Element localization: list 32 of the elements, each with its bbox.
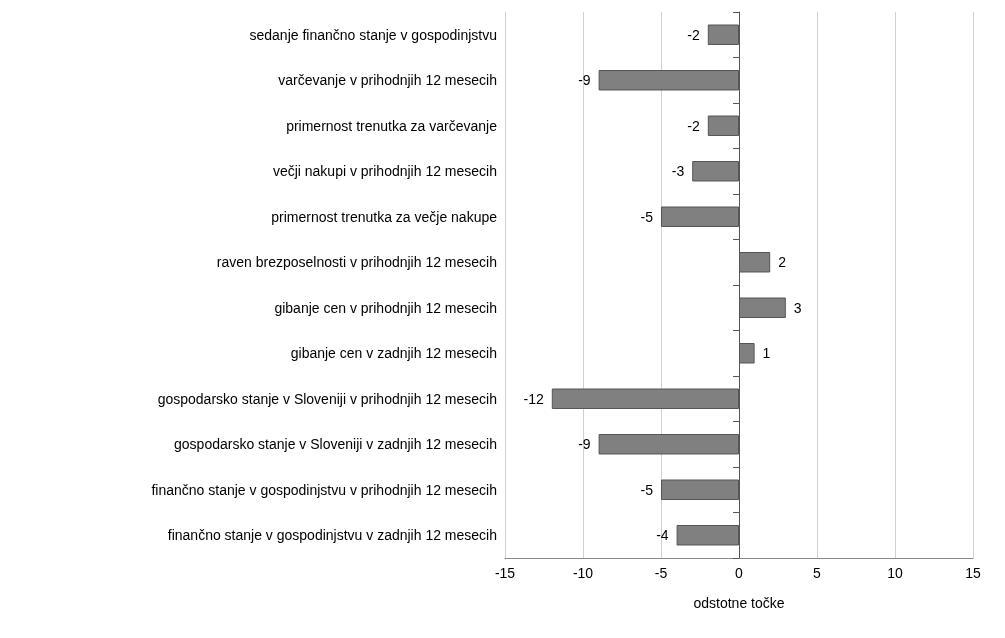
data-label: 3 (793, 299, 802, 316)
data-label: -2 (687, 117, 701, 134)
x-tick-label: 5 (813, 565, 822, 581)
y-tick-label: večji nakupi v prihodnjih 12 mesecih (272, 163, 497, 180)
data-label: -3 (671, 163, 685, 180)
y-tick-label: gospodarsko stanje v Sloveniji v zadnjih 12 mesecih (174, 436, 497, 453)
y-tick-label: gibanje cen v zadnjih 12 mesecih (290, 345, 497, 362)
data-label: 1 (762, 345, 771, 362)
data-label: -4 (656, 527, 669, 544)
x-tick-label: 0 (735, 565, 744, 581)
data-label: -9 (578, 72, 591, 89)
y-tick-label: gibanje cen v prihodnjih 12 mesecih (274, 299, 497, 316)
data-label: -12 (523, 390, 545, 407)
x-tick-label: -5 (654, 565, 668, 581)
y-tick-label: finančno stanje v gospodinjstvu v zadnjih 12 mesecih (167, 527, 497, 544)
y-tick-label: primernost trenutka za varčevanje (286, 117, 498, 134)
y-tick-label: finančno stanje v gospodinjstvu v prihodnjih 12 mesecih (151, 481, 497, 498)
data-label: -2 (687, 26, 701, 43)
y-tick-label: sedanje finančno stanje v gospodinjstvu (249, 26, 497, 43)
x-tick-label: 15 (965, 565, 981, 581)
y-tick-label: primernost trenutka za večje nakupe (271, 208, 498, 225)
x-tick-label: -15 (494, 565, 516, 581)
data-label: -5 (640, 481, 654, 498)
y-tick-label: raven brezposelnosti v prihodnjih 12 mesecih (216, 254, 497, 271)
y-tick-label: gospodarsko stanje v Sloveniji v prihodnjih 12 mesecih (157, 390, 497, 407)
y-tick-label: varčevanje v prihodnjih 12 mesecih (278, 72, 497, 89)
x-axis-title: odstotne točke (693, 595, 785, 611)
data-label: -5 (640, 208, 654, 225)
data-label: 2 (778, 254, 787, 271)
data-label: -9 (578, 436, 591, 453)
x-tick-label: -10 (572, 565, 594, 581)
x-tick-label: 10 (887, 565, 903, 581)
